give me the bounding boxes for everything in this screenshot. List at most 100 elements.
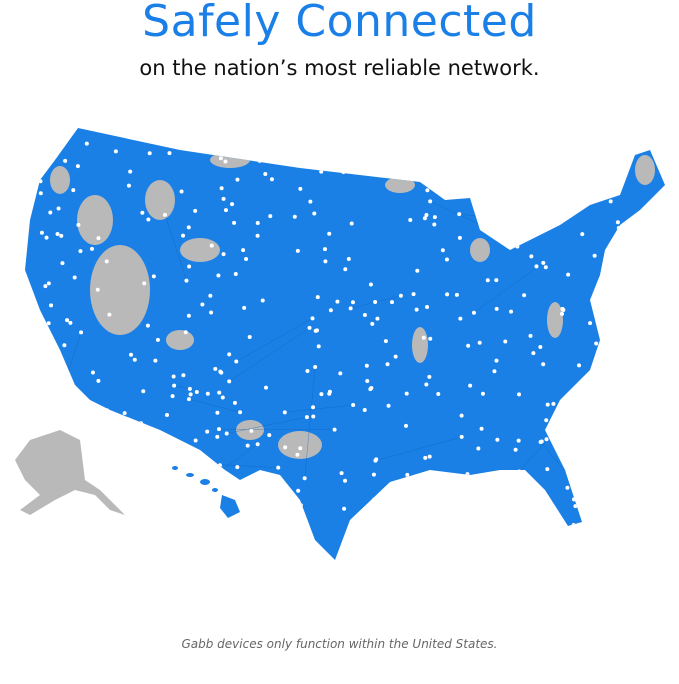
coverage-map [15,128,665,560]
tower-dot [139,421,144,426]
tower-dot [325,141,330,146]
tower-dot [194,389,199,394]
tower-dot [513,447,518,452]
tower-dot [269,535,274,540]
tower-dot [577,363,582,368]
tower-dot [521,173,526,178]
tower-dot [184,278,189,283]
tower-dot [444,151,449,156]
tower-dot [531,351,536,356]
tower-dot [232,138,237,143]
tower-dot [327,231,332,236]
tower-dot [186,225,191,230]
mesh-line [226,416,307,434]
tower-dot [517,469,522,474]
tower-dot [613,246,618,251]
tower-dot [588,389,593,394]
tower-dot [389,149,394,154]
tower-dot [365,379,370,384]
tower-dot [295,160,300,165]
tower-dot [492,369,497,374]
tower-dot [392,512,397,517]
mesh-line [473,262,544,313]
tower-dot [381,514,386,519]
tower-dot [322,247,327,252]
contiguous-us [25,128,665,560]
tower-dot [170,394,175,399]
tower-dot [539,439,544,444]
tower-dot [544,437,549,442]
tower-dot [283,445,288,450]
tower-dot [477,340,482,345]
hawaii [172,466,240,518]
tower-dot [338,371,343,376]
tower-dot [350,300,355,305]
tower-dot [84,141,89,146]
tower-dot [534,264,539,269]
tower-dot [405,472,410,477]
tower-dot [404,423,409,428]
tower-dot [113,149,118,154]
tower-dot [424,213,429,218]
tower-dot [155,337,160,342]
tower-dot [584,387,589,392]
tower-dot [183,330,188,335]
tower-dot [564,530,569,535]
tower-dot [584,185,589,190]
tower-dot [471,310,476,315]
mesh-line [407,474,513,510]
tower-dot [153,358,158,363]
tower-dot [205,429,210,434]
tower-dot [522,293,527,298]
tower-dot [348,306,353,311]
tower-dot [545,402,550,407]
tower-dot [298,446,303,451]
tower-dot [132,357,137,362]
tower-dot [351,403,356,408]
tower-dot [235,465,240,470]
tower-dot [145,323,150,328]
tower-dot [278,152,283,157]
tower-dot [221,196,226,201]
tower-dot [126,183,131,188]
tower-dot [556,527,561,532]
tower-dot [319,169,324,174]
tower-dot [71,188,76,193]
tower-dot [372,497,377,502]
tower-dot [541,362,546,367]
tower-dot [544,418,549,423]
tower-dot [122,411,127,416]
tower-dot [298,503,303,508]
tower-dot [268,214,273,219]
tower-dot [613,535,618,540]
tower-dot [573,504,578,509]
mesh-line [284,404,354,413]
tower-dot [425,304,430,309]
tower-dot [171,374,176,379]
tower-dot [432,222,437,227]
mesh-line [164,214,187,281]
tower-dot [313,365,318,370]
tower-dot [296,488,301,493]
tower-dot [516,438,521,443]
tower-dot [580,421,585,426]
tower-dot [217,463,222,468]
tower-dot [142,281,147,286]
tower-dot [96,236,101,241]
tower-dot [38,179,43,184]
tower-dot [68,320,73,325]
tower-dot [209,243,214,248]
tower-dot [332,427,337,432]
tower-dot [245,443,250,448]
tower-dot [589,501,594,506]
tower-dot [458,316,463,321]
tower-dot [423,455,428,460]
tower-dot [436,392,441,397]
tower-dot [560,311,565,316]
headline: Safely Connected [142,0,537,47]
tower-dot [167,151,172,156]
tower-dot [494,278,499,283]
tower-dot [509,309,514,314]
tower-dot [504,192,509,197]
tower-dot [428,514,433,519]
